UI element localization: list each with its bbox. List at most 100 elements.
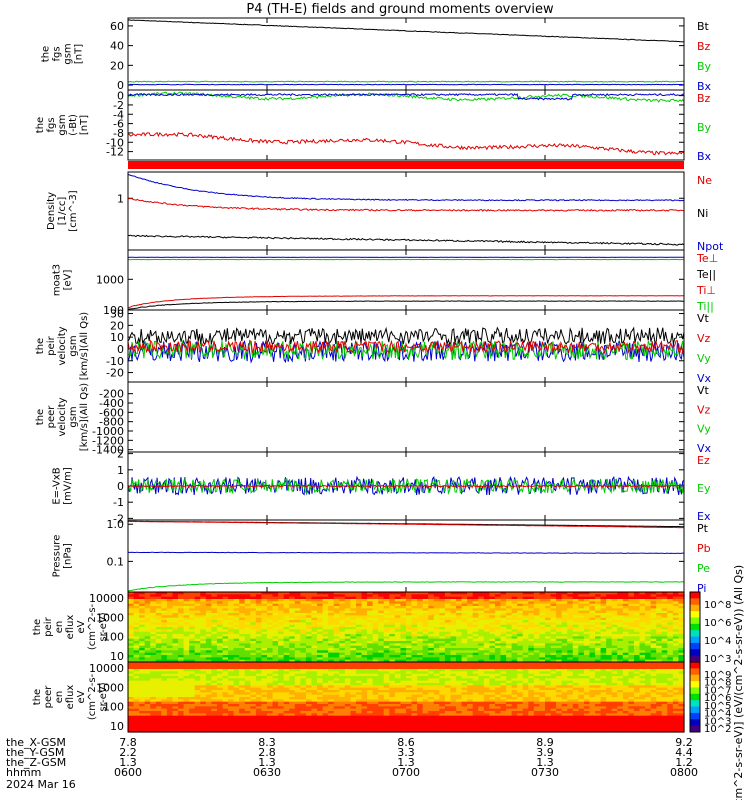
spectrogram-cell <box>333 680 340 684</box>
spectrogram-cell <box>222 643 229 647</box>
spectrogram-cell <box>583 652 591 656</box>
spectrogram-cell <box>228 641 235 644</box>
spectrogram-cell <box>333 629 340 633</box>
spectrogram-cell <box>656 592 663 595</box>
spectrogram-cell <box>550 622 557 626</box>
spectrogram-cell <box>172 645 179 649</box>
spectrogram-cell <box>233 650 240 654</box>
spectrogram-cell <box>139 687 146 691</box>
spectrogram-cell <box>183 629 190 633</box>
spectrogram-cell <box>172 615 179 619</box>
spectrogram-cell <box>433 638 440 642</box>
spectrogram-cell <box>394 629 402 633</box>
spectrogram-cell <box>150 676 157 679</box>
spectrogram-cell <box>633 627 641 630</box>
spectrogram-cell <box>261 610 268 614</box>
spectrogram-cell <box>272 699 279 703</box>
spectrogram-cell <box>244 608 251 612</box>
spectrogram-cell <box>411 627 418 630</box>
spectrogram-cell <box>300 629 307 633</box>
spectrogram-cell <box>261 631 268 635</box>
spectrogram-cell <box>172 599 179 602</box>
spectrogram-cell <box>244 650 251 654</box>
spectrogram-cell <box>444 592 452 595</box>
spectrogram-cell <box>278 690 285 693</box>
spectrogram-cell <box>344 617 351 621</box>
spectrogram-cell <box>406 622 413 626</box>
spectrogram-cell <box>222 599 229 602</box>
spectrogram-cell <box>189 652 196 656</box>
spectrogram-cell <box>667 652 674 656</box>
spectrogram-cell <box>383 650 390 654</box>
spectrogram-cell <box>656 622 663 626</box>
spectrogram-cell <box>350 645 357 649</box>
spectrogram-cell <box>272 692 279 696</box>
spectrogram-cell <box>150 596 157 600</box>
spectrogram-cell <box>166 613 174 616</box>
spectrogram-cell <box>333 659 340 663</box>
spectrogram-cell <box>244 706 251 710</box>
spectrogram-cell <box>522 615 529 619</box>
spectrogram-cell <box>406 596 413 600</box>
spectrogram-cell <box>411 655 418 658</box>
spectrogram-cell <box>539 641 546 644</box>
spectrogram-cell <box>622 624 629 628</box>
spectrogram-cell <box>506 594 513 598</box>
spectrogram-cell <box>205 592 212 595</box>
spectrogram-cell <box>294 680 301 684</box>
spectrogram-cell <box>672 613 680 616</box>
spectrogram-cell <box>595 594 602 598</box>
spectrogram-cell <box>139 631 146 635</box>
spectrogram-cell <box>150 708 157 712</box>
spectrogram-cell <box>216 620 224 623</box>
spectrogram-cell <box>261 676 268 679</box>
spectrogram-cell <box>183 634 190 637</box>
spectrogram-cell <box>506 608 513 612</box>
spectrogram-cell <box>378 603 385 607</box>
spectrogram-cell <box>344 692 351 696</box>
y-tick-label: 20 <box>110 319 124 332</box>
spectrogram-cell <box>433 652 440 656</box>
spectrogram-cell <box>228 650 235 654</box>
spectrogram-cell <box>389 650 396 654</box>
spectrogram-cell <box>244 725 251 728</box>
spectrogram-cell <box>183 715 190 719</box>
spectrogram-cell <box>161 620 168 623</box>
spectrogram-cell <box>545 624 552 628</box>
spectrogram-cell <box>600 638 607 642</box>
spectrogram-cell <box>422 655 429 658</box>
spectrogram-cell <box>278 664 285 668</box>
spectrogram-cell <box>250 690 257 693</box>
spectrogram-cell <box>400 627 407 630</box>
series-ne <box>127 197 685 212</box>
spectrogram-cell <box>216 678 224 682</box>
spectrogram-cell <box>545 608 552 612</box>
spectrogram-cell <box>589 645 596 649</box>
spectrogram-cell <box>506 617 513 621</box>
spectrogram-cell <box>328 664 335 668</box>
spectrogram-cell <box>155 648 162 651</box>
spectrogram-cell <box>250 664 257 668</box>
spectrogram-cell <box>205 729 212 733</box>
spectrogram-cell <box>589 617 596 621</box>
spectrogram-cell <box>650 613 657 616</box>
spectrogram-cell <box>639 629 646 633</box>
spectrogram-cell <box>506 650 513 654</box>
spectrogram-cell <box>216 718 224 721</box>
spectrogram-cell <box>350 671 357 675</box>
spectrogram-cell <box>289 706 296 710</box>
spectrogram-cell <box>400 606 407 609</box>
spectrogram-cell <box>556 652 563 656</box>
spectrogram-cell <box>406 690 413 693</box>
spectrogram-cell <box>411 631 418 635</box>
spectrogram-cell <box>244 659 251 663</box>
spectrogram-cell <box>133 664 140 668</box>
spectrogram-cell <box>150 685 157 689</box>
spectrogram-cell <box>400 655 407 658</box>
y-axis-label-line: Pressure <box>52 535 63 578</box>
spectrogram-cell <box>267 669 274 672</box>
spectrogram-cell <box>578 622 585 626</box>
spectrogram-cell <box>472 629 479 633</box>
spectrogram-cell <box>283 594 290 598</box>
spectrogram-cell <box>305 720 313 724</box>
